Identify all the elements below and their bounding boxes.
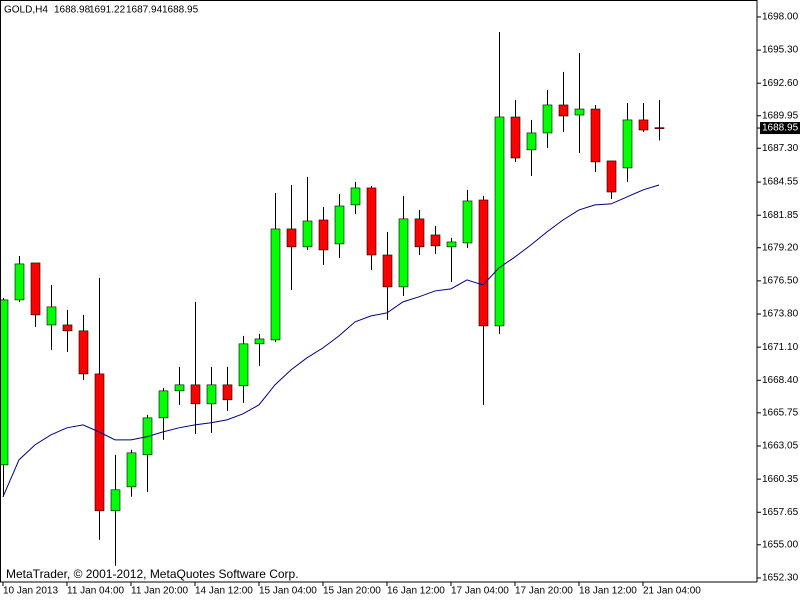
header: GOLD,H4 1688.98 1691.22 1687.94 1688.95 xyxy=(4,5,199,16)
y-tick-label: 1652.30 xyxy=(762,573,799,584)
candle-body xyxy=(606,160,617,193)
y-tick-label: 1698.00 xyxy=(762,12,799,23)
candle-body xyxy=(574,108,585,116)
y-tick-label: 1695.30 xyxy=(762,45,799,56)
candle-body xyxy=(238,343,249,387)
candle-body xyxy=(126,452,137,488)
candle-body xyxy=(510,116,521,159)
moving-average xyxy=(2,184,660,498)
header-low: 1687.94 xyxy=(126,5,163,16)
y-tick-label: 1660.35 xyxy=(762,474,799,485)
candle-body xyxy=(590,108,601,163)
candle-body xyxy=(318,219,329,251)
y-tick-label: 1671.10 xyxy=(762,342,799,353)
candle-body xyxy=(62,324,73,332)
y-tick-label: 1668.40 xyxy=(762,375,799,386)
current-price-box xyxy=(760,122,800,135)
candle-body xyxy=(30,262,41,316)
candle-body xyxy=(110,489,121,512)
candle-body xyxy=(0,299,9,466)
candle-body xyxy=(558,104,569,117)
candle-body xyxy=(286,228,297,248)
current-price-label: 1688.95 xyxy=(762,123,799,134)
candle-body xyxy=(462,200,473,244)
candle-body xyxy=(334,205,345,245)
y-tick-label: 1657.65 xyxy=(762,507,799,518)
y-tick-label: 1673.80 xyxy=(762,309,799,320)
y-tick-label: 1663.05 xyxy=(762,441,799,452)
x-tick-label: 11 Jan 20:00 xyxy=(131,586,189,597)
y-tick-label: 1676.50 xyxy=(762,276,799,287)
candle-body xyxy=(302,220,313,248)
header-open: 1688.98 xyxy=(54,5,91,16)
y-tick-label: 1665.75 xyxy=(762,407,799,418)
candle-body xyxy=(254,338,265,345)
x-tick-label: 16 Jan 12:00 xyxy=(387,586,445,597)
candle-body xyxy=(382,254,393,288)
x-tick-label: 10 Jan 2013 xyxy=(3,586,58,597)
candle-body xyxy=(94,373,105,512)
x-tick-label: 15 Jan 20:00 xyxy=(323,586,381,597)
candle-body xyxy=(542,104,553,134)
candle-body xyxy=(446,241,457,248)
candle-body xyxy=(478,199,489,327)
candle-body xyxy=(14,263,25,301)
candle-body xyxy=(654,127,665,129)
candle-body xyxy=(398,218,409,288)
candle-body xyxy=(222,384,233,401)
header-high: 1691.22 xyxy=(89,5,126,16)
chart-title: GOLD,H4 xyxy=(4,5,48,16)
x-tick-label: 11 Jan 04:00 xyxy=(67,586,125,597)
candle-body xyxy=(430,234,441,247)
candle-body xyxy=(270,228,281,341)
header-close: 1688.95 xyxy=(162,5,199,16)
x-tick-label: 18 Jan 12:00 xyxy=(579,586,637,597)
candle-body xyxy=(206,384,217,405)
y-tick-label: 1679.20 xyxy=(762,242,799,253)
y-tick-label: 1687.30 xyxy=(762,143,799,154)
y-tick-label: 1681.85 xyxy=(762,210,799,221)
candle-body xyxy=(174,384,185,392)
x-tick-label: 15 Jan 04:00 xyxy=(259,586,317,597)
candle-body xyxy=(494,116,505,327)
x-tick-label: 21 Jan 04:00 xyxy=(643,586,701,597)
candle-body xyxy=(622,119,633,169)
candle-body xyxy=(526,132,537,151)
x-tick-label: 17 Jan 04:00 xyxy=(451,586,509,597)
candle-body xyxy=(350,187,361,206)
candle-body xyxy=(78,330,89,375)
y-tick-label: 1689.95 xyxy=(762,110,799,121)
watermark: MetaTrader, © 2001-2012, MetaQuotes Soft… xyxy=(6,567,299,581)
y-tick-label: 1684.55 xyxy=(762,177,799,188)
candle-body xyxy=(46,306,57,326)
y-tick-label: 1655.00 xyxy=(762,539,799,550)
plot-area xyxy=(0,32,665,566)
x-tick-label: 17 Jan 20:00 xyxy=(515,586,573,597)
x-tick-label: 14 Jan 12:00 xyxy=(195,586,253,597)
candle-body xyxy=(190,384,201,405)
candle-body xyxy=(414,218,425,248)
candle-body xyxy=(158,390,169,419)
candle-body xyxy=(638,119,649,131)
candle-body xyxy=(366,187,377,256)
y-tick-label: 1692.60 xyxy=(762,78,799,89)
